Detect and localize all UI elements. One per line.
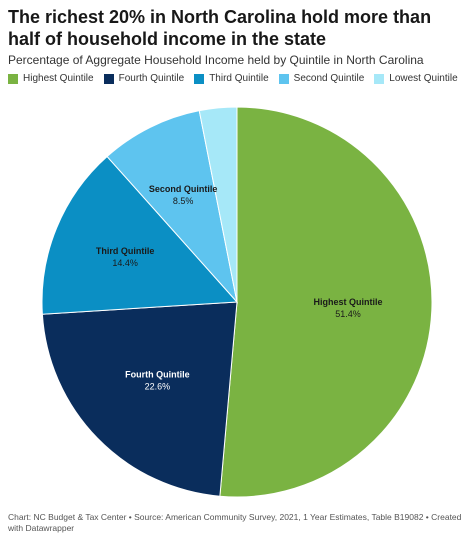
legend-item-second: Second Quintile	[278, 72, 365, 85]
chart-subtitle: Percentage of Aggregate Household Income…	[8, 53, 424, 67]
legend-swatch	[103, 73, 114, 84]
chart-legend: Highest Quintile Fourth Quintile Third Q…	[8, 72, 470, 85]
chart-title: The richest 20% in North Carolina hold m…	[8, 7, 432, 49]
slice-label-second: Second Quintile 8.5%	[149, 184, 218, 206]
legend-swatch	[374, 73, 385, 84]
legend-label: Third Quintile	[209, 73, 269, 84]
slice-label-value: 14.4%	[112, 258, 138, 268]
slice-label-name: Fourth Quintile	[125, 370, 190, 380]
legend-label: Lowest Quintile	[389, 73, 458, 84]
slice-label-third: Third Quintile 14.4%	[96, 246, 155, 268]
slice-second	[106, 110, 238, 304]
legend-item-third: Third Quintile	[194, 72, 269, 85]
legend-item-lowest: Lowest Quintile	[374, 72, 458, 85]
legend-swatch	[8, 73, 18, 84]
slice-label-name: Third Quintile	[96, 246, 155, 256]
slice-fourth	[41, 301, 238, 497]
slice-label-value: 22.6%	[145, 382, 171, 392]
slice-label-highest: Highest Quintile 51.4%	[314, 297, 383, 319]
slice-label-value: 8.5%	[173, 196, 194, 206]
legend-swatch	[194, 73, 205, 84]
chart-footer: Chart: NC Budget & Tax Center • Source: …	[8, 512, 462, 533]
legend-item-highest: Highest Quintile	[8, 72, 94, 85]
legend-label: Second Quintile	[293, 73, 365, 84]
legend-label: Fourth Quintile	[118, 73, 185, 84]
legend-label: Highest Quintile	[23, 73, 94, 84]
slice-third	[41, 155, 239, 315]
slice-label-name: Second Quintile	[149, 184, 218, 194]
legend-swatch	[278, 73, 289, 84]
slice-label-name: Highest Quintile	[314, 297, 383, 307]
slice-lowest	[198, 106, 238, 303]
slice-label-fourth: Fourth Quintile 22.6%	[125, 370, 190, 392]
legend-item-fourth: Fourth Quintile	[103, 72, 185, 85]
slice-label-value: 51.4%	[335, 309, 361, 319]
slice-highest	[219, 106, 433, 498]
